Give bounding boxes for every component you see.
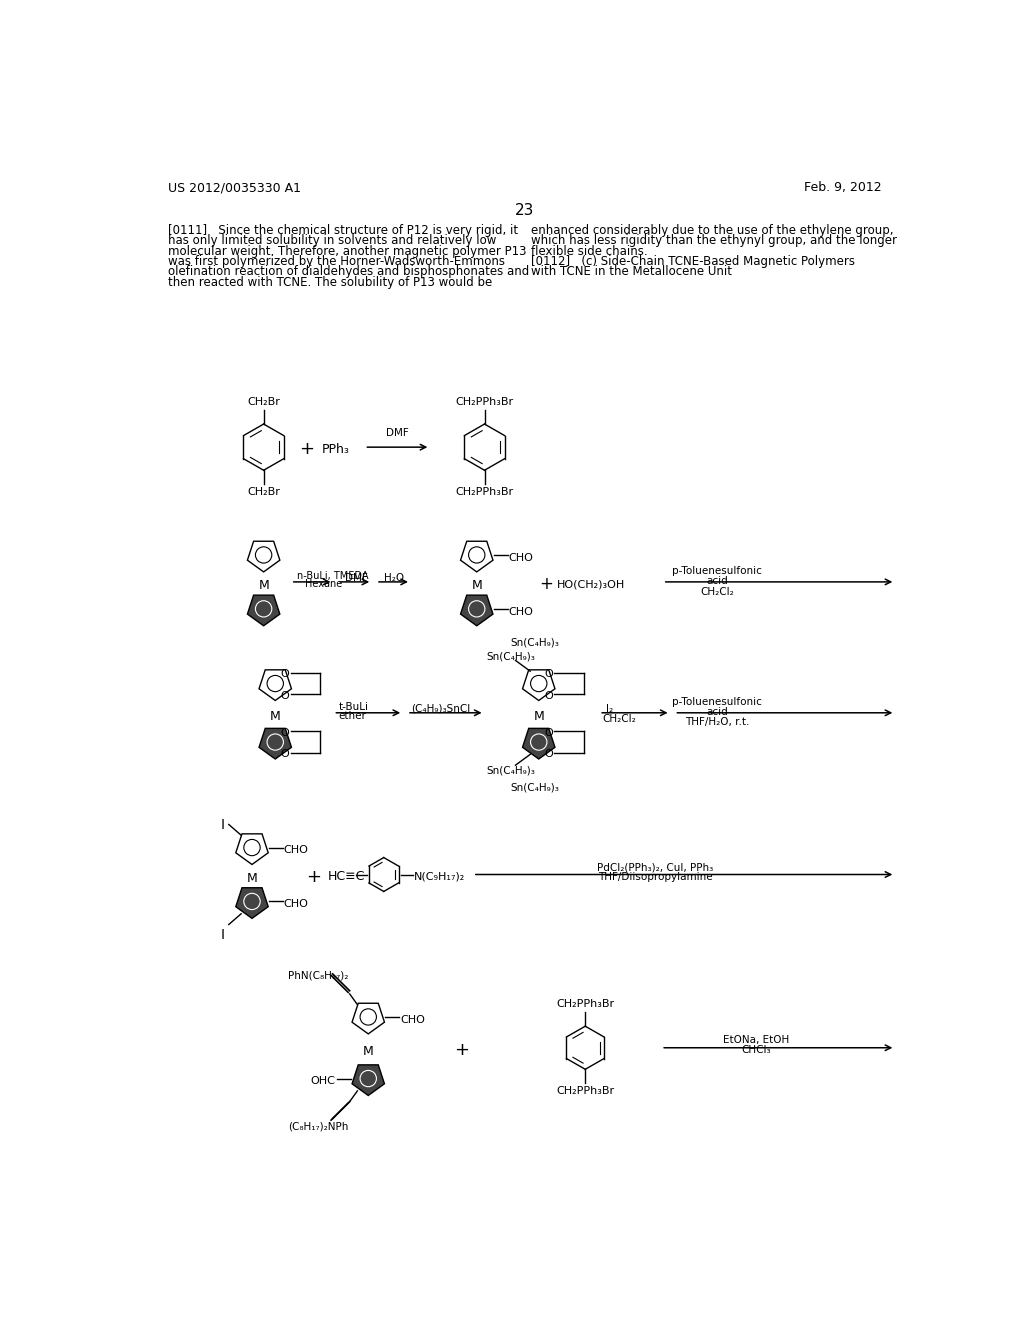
Text: O: O: [281, 669, 289, 680]
Text: CHO: CHO: [509, 553, 534, 562]
Text: PhN(C₈H₁₇)₂: PhN(C₈H₁₇)₂: [289, 970, 349, 981]
Text: CHO: CHO: [400, 1015, 425, 1024]
Text: (C₈H₁₇)₂NPh: (C₈H₁₇)₂NPh: [289, 1122, 349, 1131]
Text: CH₂PPh₃Br: CH₂PPh₃Br: [456, 397, 514, 407]
Text: DMF: DMF: [345, 573, 368, 583]
Polygon shape: [352, 1003, 384, 1034]
Text: has only limited solubility in solvents and relatively low: has only limited solubility in solvents …: [168, 234, 497, 247]
Text: [0111]   Since the chemical structure of P12 is very rigid, it: [0111] Since the chemical structure of P…: [168, 224, 518, 236]
Polygon shape: [352, 1065, 384, 1096]
Text: Sn(C₄H₉)₃: Sn(C₄H₉)₃: [510, 781, 559, 792]
Text: +: +: [299, 441, 313, 458]
Text: t-BuLi: t-BuLi: [339, 702, 369, 711]
Text: US 2012/0035330 A1: US 2012/0035330 A1: [168, 181, 301, 194]
Text: CH₂Br: CH₂Br: [247, 397, 280, 407]
Text: THF/Diisopropylamine: THF/Diisopropylamine: [598, 873, 713, 882]
Text: CH₂Br: CH₂Br: [247, 487, 280, 498]
Text: PPh₃: PPh₃: [322, 444, 349, 455]
Text: OHC: OHC: [311, 1076, 336, 1086]
Text: N(C₉H₁₇)₂: N(C₉H₁₇)₂: [414, 871, 465, 880]
Text: acid: acid: [707, 576, 728, 586]
Text: M: M: [270, 710, 281, 723]
Text: M: M: [471, 579, 482, 593]
Text: (C₄H₉)₃SnCl: (C₄H₉)₃SnCl: [411, 704, 470, 714]
Text: M: M: [258, 579, 269, 593]
Polygon shape: [461, 541, 493, 572]
Text: O: O: [544, 750, 553, 759]
Text: I₂: I₂: [606, 704, 613, 714]
Text: O: O: [281, 690, 289, 701]
Text: DMF: DMF: [386, 428, 409, 438]
Text: p-Toluenesulfonic: p-Toluenesulfonic: [672, 697, 762, 708]
Text: n-BuLi, TMEDA: n-BuLi, TMEDA: [297, 572, 369, 581]
Text: p-Toluenesulfonic: p-Toluenesulfonic: [672, 566, 762, 577]
Text: HO(CH₂)₃OH: HO(CH₂)₃OH: [557, 579, 625, 589]
Text: Sn(C₄H₉)₃: Sn(C₄H₉)₃: [486, 766, 536, 775]
Text: Sn(C₄H₉)₃: Sn(C₄H₉)₃: [486, 651, 536, 661]
Text: I: I: [220, 818, 224, 833]
Text: CHO: CHO: [509, 607, 534, 616]
Text: enhanced considerably due to the use of the ethylene group,: enhanced considerably due to the use of …: [531, 224, 894, 236]
Text: [0112]   (c) Side-Chain TCNE-Based Magnetic Polymers: [0112] (c) Side-Chain TCNE-Based Magneti…: [531, 255, 855, 268]
Text: CHO: CHO: [284, 845, 308, 855]
Text: +: +: [306, 867, 322, 886]
Text: M: M: [362, 1045, 374, 1059]
Text: O: O: [544, 727, 553, 738]
Text: olefination reaction of dialdehydes and bisphosphonates and: olefination reaction of dialdehydes and …: [168, 265, 529, 279]
Polygon shape: [259, 669, 292, 701]
Polygon shape: [236, 834, 268, 865]
Text: CH₂Cl₂: CH₂Cl₂: [602, 714, 636, 725]
Text: flexible side chains.: flexible side chains.: [531, 244, 647, 257]
Text: acid: acid: [707, 708, 728, 717]
Text: CHO: CHO: [284, 899, 308, 909]
Text: O: O: [544, 669, 553, 680]
Text: 23: 23: [515, 203, 535, 218]
Text: M: M: [534, 710, 544, 723]
Text: M: M: [247, 871, 257, 884]
Text: +: +: [454, 1041, 469, 1059]
Text: Hexane: Hexane: [305, 578, 342, 589]
Text: PdCl₂(PPh₃)₂, CuI, PPh₃: PdCl₂(PPh₃)₂, CuI, PPh₃: [597, 862, 713, 873]
Text: then reacted with TCNE. The solubility of P13 would be: then reacted with TCNE. The solubility o…: [168, 276, 493, 289]
Polygon shape: [259, 729, 292, 759]
Text: was first polymerized by the Horner-Wadsworth-Emmons: was first polymerized by the Horner-Wads…: [168, 255, 505, 268]
Polygon shape: [248, 541, 280, 572]
Text: CH₂PPh₃Br: CH₂PPh₃Br: [556, 1086, 614, 1096]
Text: +: +: [540, 576, 553, 593]
Text: O: O: [281, 727, 289, 738]
Polygon shape: [522, 729, 555, 759]
Text: ether: ether: [339, 711, 367, 721]
Text: Sn(C₄H₉)₃: Sn(C₄H₉)₃: [510, 638, 559, 647]
Text: molecular weight. Therefore, another magnetic polymer P13: molecular weight. Therefore, another mag…: [168, 244, 526, 257]
Text: O: O: [281, 750, 289, 759]
Text: H₂O: H₂O: [384, 573, 403, 583]
Text: CH₂PPh₃Br: CH₂PPh₃Br: [556, 999, 614, 1010]
Text: EtONa, EtOH: EtONa, EtOH: [723, 1035, 788, 1045]
Text: which has less rigidity than the ethynyl group, and the longer: which has less rigidity than the ethynyl…: [531, 234, 897, 247]
Polygon shape: [248, 595, 280, 626]
Text: THF/H₂O, r.t.: THF/H₂O, r.t.: [685, 718, 750, 727]
Polygon shape: [522, 669, 555, 701]
Text: CH₂Cl₂: CH₂Cl₂: [700, 586, 734, 597]
Text: HC≡C: HC≡C: [328, 870, 366, 883]
Text: O: O: [544, 690, 553, 701]
Text: CH₂PPh₃Br: CH₂PPh₃Br: [456, 487, 514, 498]
Text: Feb. 9, 2012: Feb. 9, 2012: [804, 181, 882, 194]
Polygon shape: [236, 888, 268, 919]
Text: CHCl₃: CHCl₃: [741, 1045, 771, 1056]
Text: with TCNE in the Metallocene Unit: with TCNE in the Metallocene Unit: [531, 265, 732, 279]
Polygon shape: [461, 595, 493, 626]
Text: I: I: [220, 928, 224, 942]
